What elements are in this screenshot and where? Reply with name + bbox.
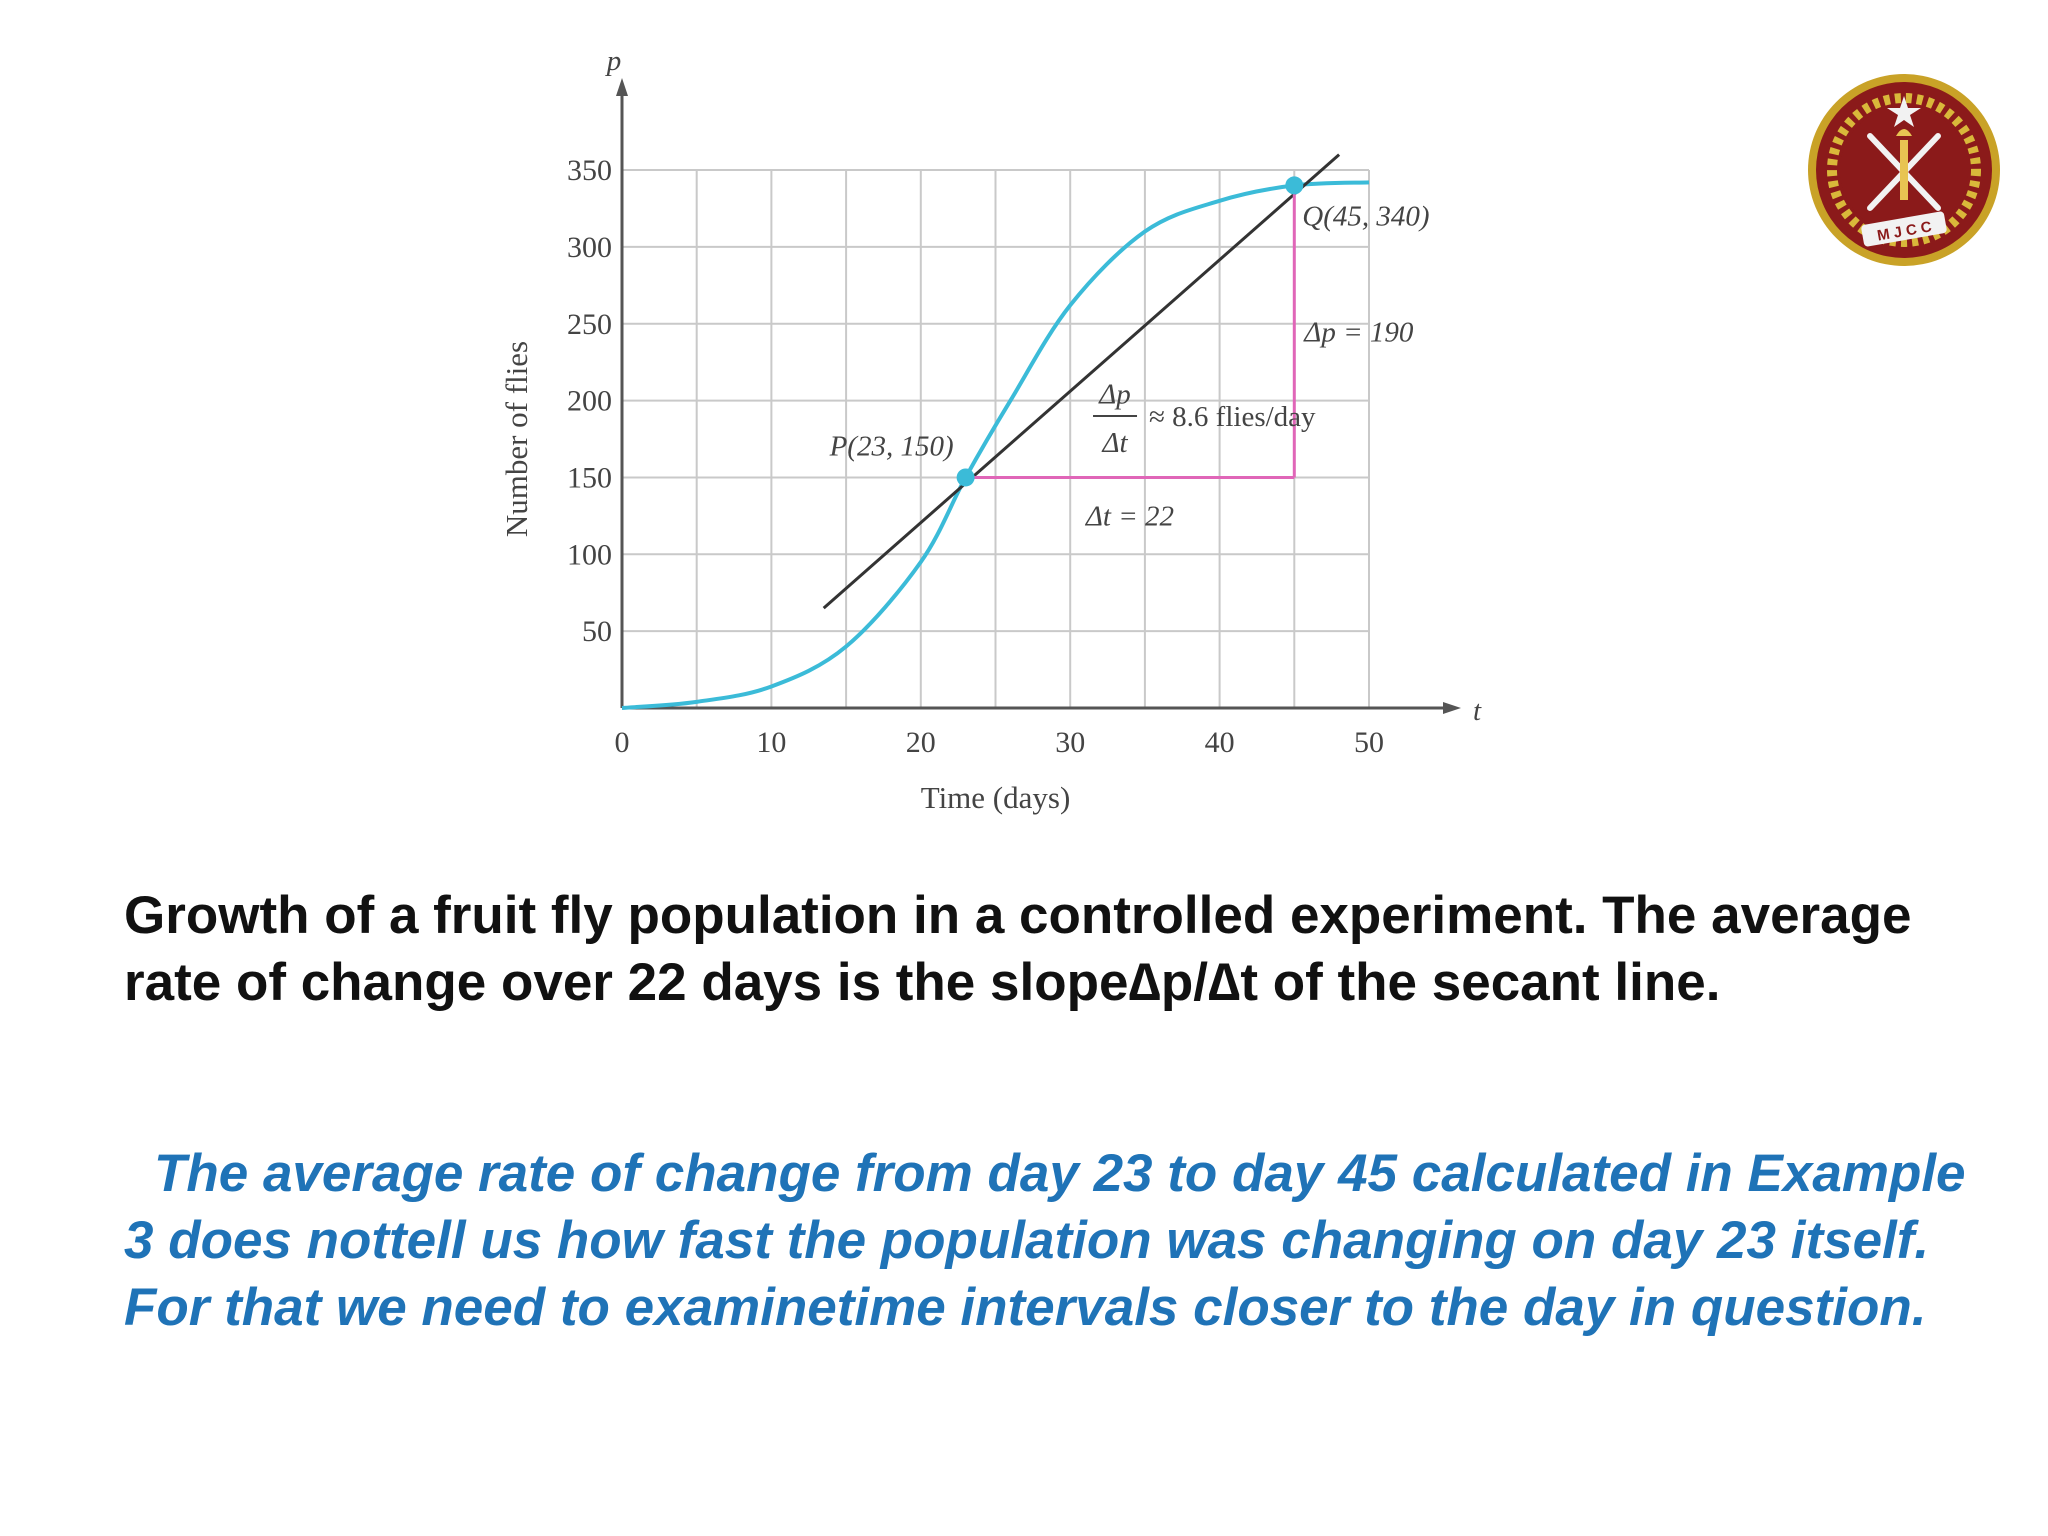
- delta-p-label: Δp = 190: [1303, 316, 1414, 348]
- point-q-marker: [1285, 176, 1304, 195]
- population-curve: [621, 180, 1370, 710]
- figure-caption: Growth of a fruit fly population in a co…: [124, 886, 1912, 1012]
- x-tick-label: 50: [1354, 726, 1384, 759]
- y-axis-symbol: p: [605, 45, 622, 77]
- x-tick-label: 10: [756, 726, 786, 759]
- x-tick-label: 30: [1055, 726, 1085, 759]
- y-tick-label: 100: [567, 538, 612, 571]
- explanatory-note: The average rate of change from day 23 t…: [124, 1140, 1994, 1341]
- point-p-label: P(23, 150): [829, 430, 954, 462]
- y-tick-label: 200: [567, 385, 612, 418]
- mjcc-logo: M J C C: [1804, 70, 2004, 270]
- y-axis-arrow: [616, 78, 628, 97]
- y-tick-label: 150: [567, 461, 612, 494]
- logo-emblem-icon: M J C C: [1808, 74, 2000, 266]
- y-axis-label: Number of flies: [499, 341, 534, 537]
- plot-background: [480, 40, 1500, 840]
- delta-t-label: Δt = 22: [1085, 500, 1174, 532]
- chart-svg: t p 0 10 20 30 40 50 50 100 150 200 250 300 350 Time (d…: [480, 40, 1500, 840]
- y-tick-label: 300: [567, 231, 612, 264]
- y-tick-label: 350: [567, 154, 612, 187]
- point-p-marker: [956, 468, 975, 487]
- note-text: The average rate of change from day 23 t…: [124, 1144, 1966, 1337]
- point-q-label: Q(45, 340): [1302, 200, 1429, 232]
- secant-line: [822, 153, 1341, 610]
- y-tick-label: 50: [582, 615, 612, 648]
- chart: t p 0 10 20 30 40 50 50 100 150 200 250 300 350 Time (d…: [480, 40, 1500, 840]
- slope-denominator: Δt: [1101, 427, 1128, 459]
- x-tick-label: 40: [1205, 726, 1235, 759]
- x-tick-label: 20: [906, 726, 936, 759]
- slope-numerator: Δp: [1098, 378, 1131, 410]
- x-axis-label: Time (days): [921, 780, 1071, 815]
- x-axis-arrow: [1443, 702, 1461, 714]
- x-axis-symbol: t: [1473, 695, 1482, 727]
- x-tick-label: 0: [615, 726, 630, 759]
- y-tick-label: 250: [567, 308, 612, 341]
- slope-value-label: ≈ 8.6 flies/day: [1149, 401, 1316, 433]
